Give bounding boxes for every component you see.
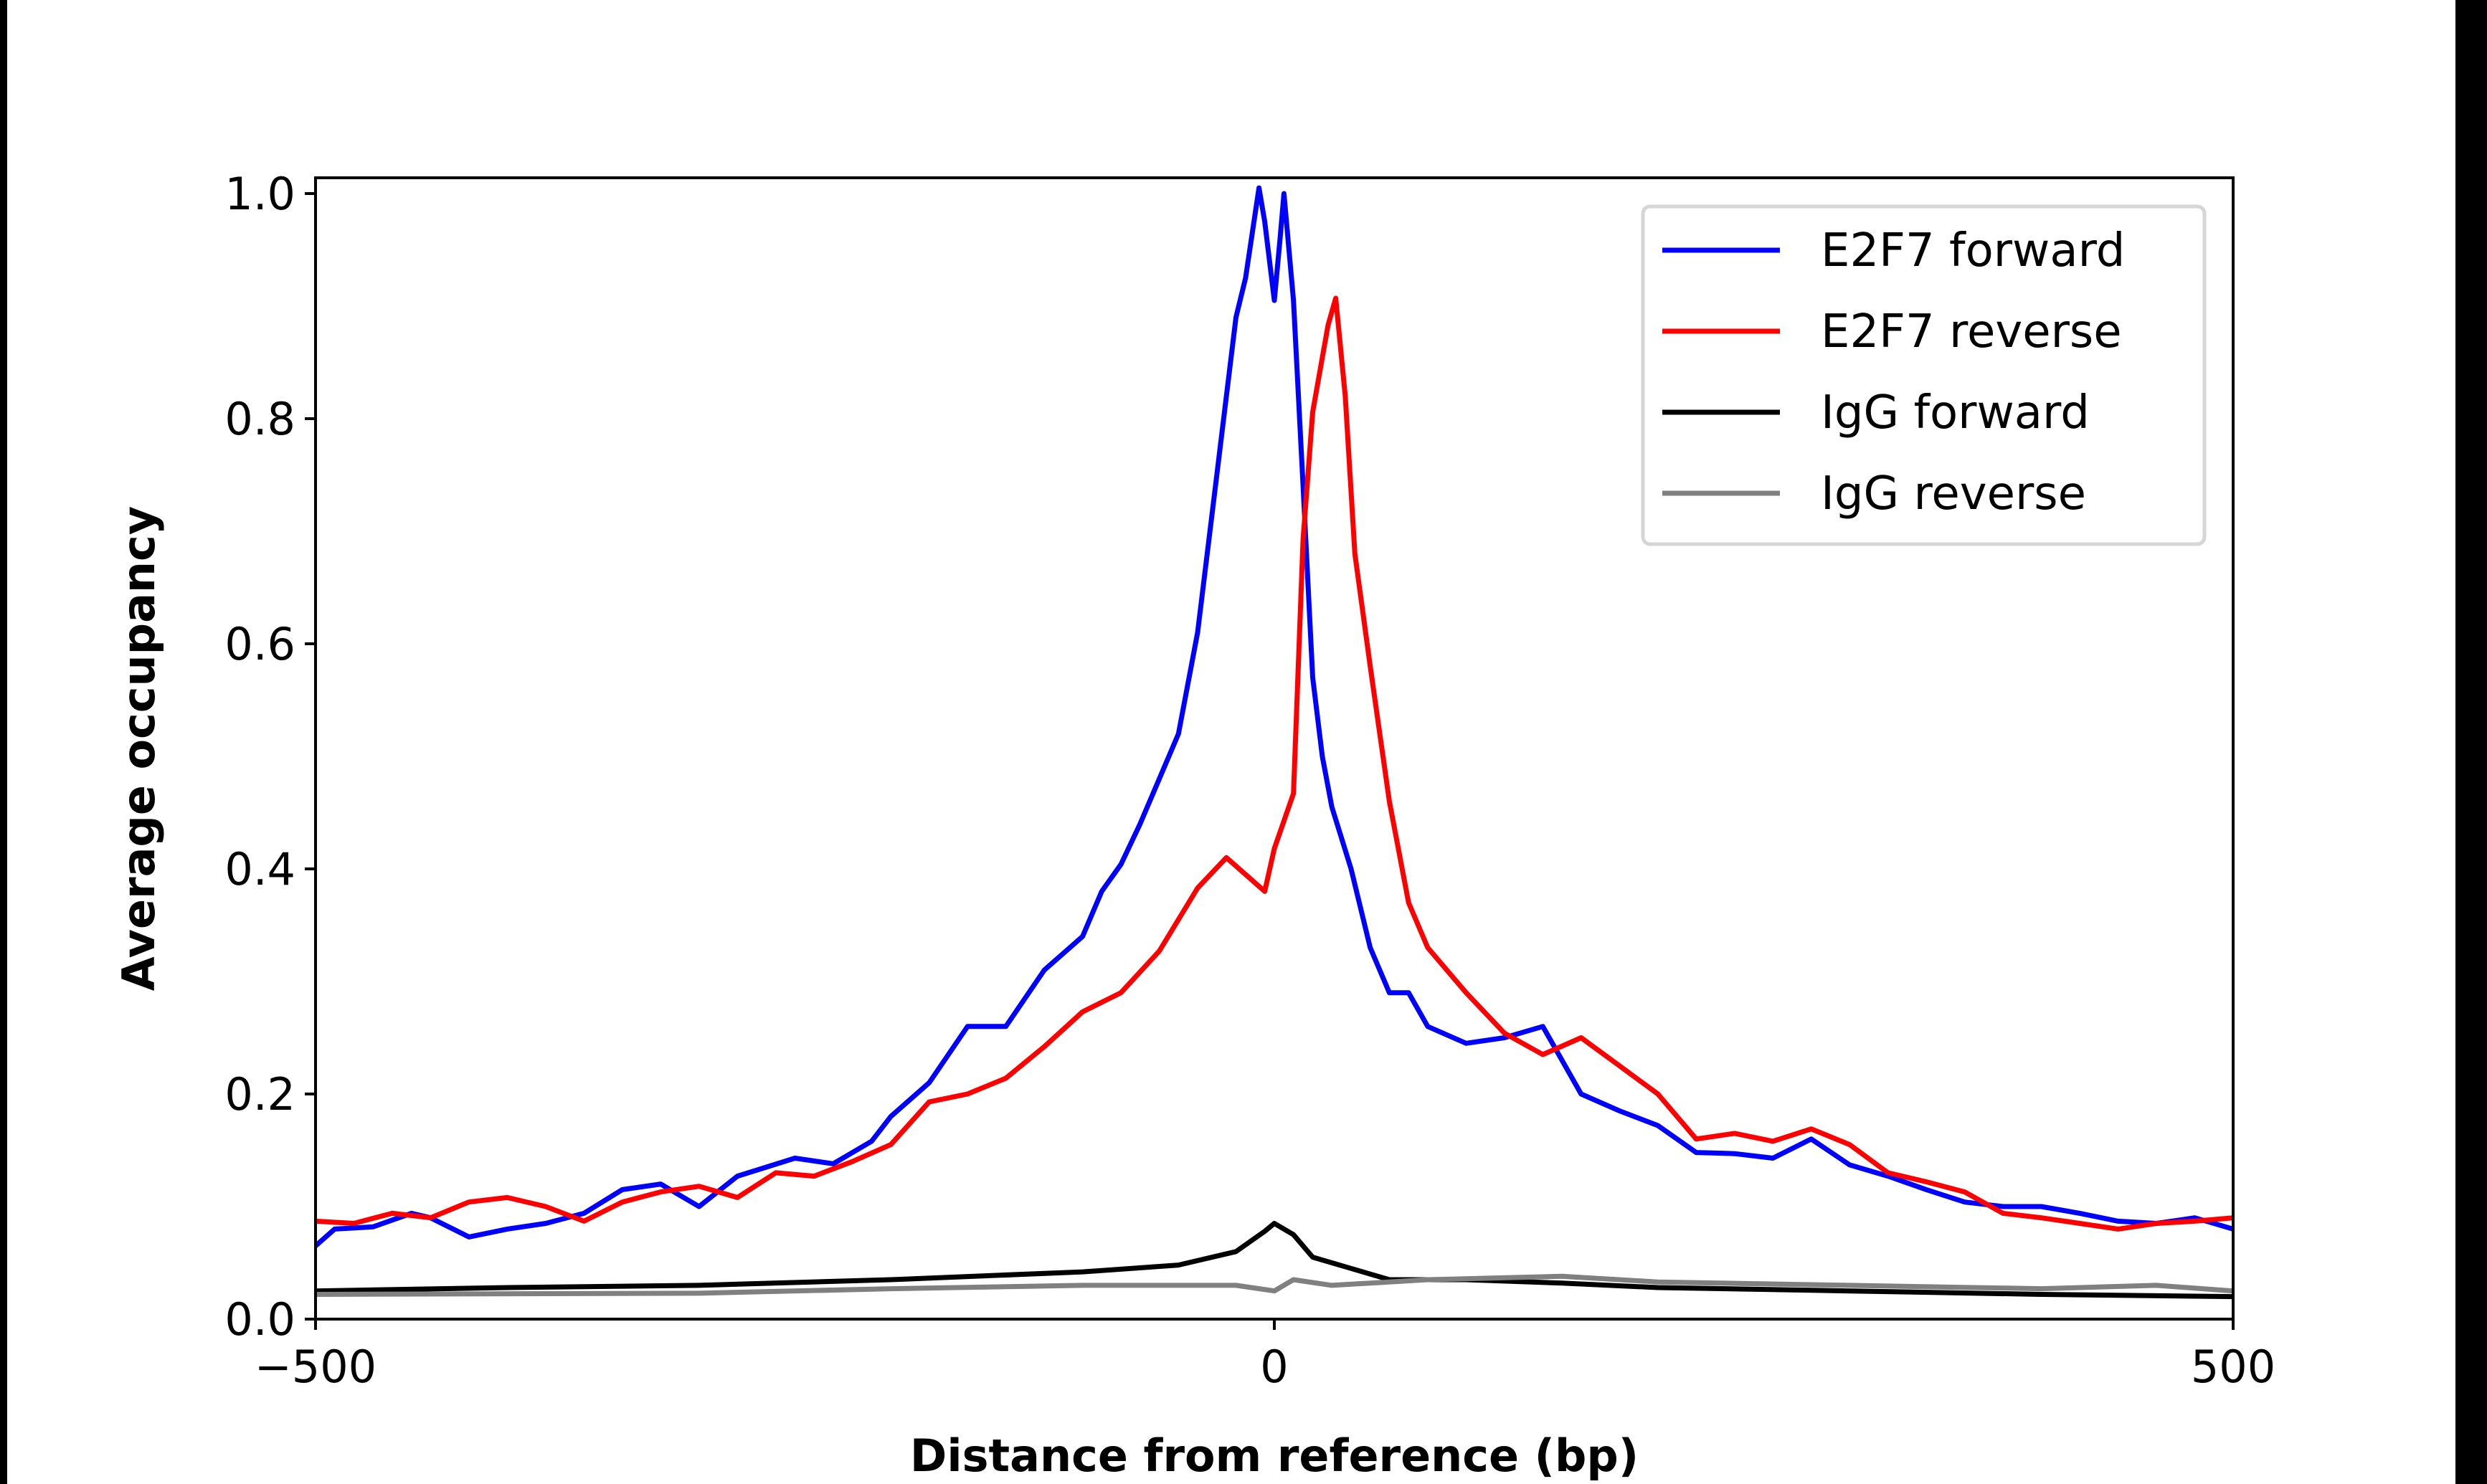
x-tick-label: 0 xyxy=(1260,1341,1288,1393)
legend-entry: E2F7 reverse xyxy=(1821,305,2122,358)
plot-area: 0.0 0.2 0.4 0.6 0.8 1.0 −500 0 500 xyxy=(224,168,2275,1393)
series-line-igg-forward xyxy=(316,1221,2233,1300)
series-line-e2f7-forward xyxy=(316,185,2233,1248)
y-tick-label: 0.6 xyxy=(224,618,295,670)
legend-box xyxy=(1641,204,2207,546)
series-lines xyxy=(316,185,2233,1300)
series-line-e2f7-reverse xyxy=(316,295,2233,1232)
legend-entry: IgG reverse xyxy=(1821,467,2086,520)
legend: E2F7 forward E2F7 reverse IgG forward IgG r… xyxy=(1641,204,2207,546)
x-axis-label: Distance from reference (bp) xyxy=(910,1430,1639,1482)
left-border xyxy=(0,0,7,1484)
y-tick-label: 0.8 xyxy=(224,393,295,445)
x-tick-label: 500 xyxy=(2191,1341,2275,1393)
right-border xyxy=(2455,0,2487,1484)
y-tick-label: 1.0 xyxy=(224,168,295,220)
series-line-igg-reverse xyxy=(316,1273,2233,1297)
x-tick-label: −500 xyxy=(255,1341,376,1393)
y-tick-label: 0.2 xyxy=(224,1068,295,1121)
legend-entry: E2F7 forward xyxy=(1821,224,2125,277)
y-tick-label: 0.0 xyxy=(224,1293,295,1346)
y-tick-label: 0.4 xyxy=(224,843,295,895)
y-axis-label: Average occupancy xyxy=(113,506,165,991)
legend-entry: IgG forward xyxy=(1821,386,2090,439)
